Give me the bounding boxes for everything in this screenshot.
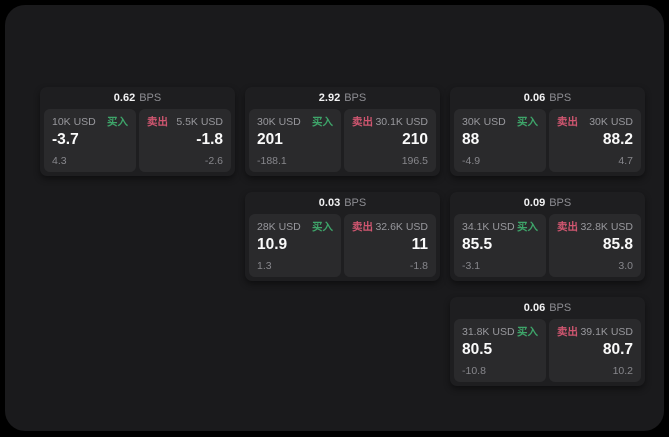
buy-notional: 28K USD [257, 221, 301, 233]
sell-delta: 10.2 [612, 365, 633, 377]
buy-delta: -188.1 [257, 155, 287, 167]
bps-value: 0.62 [113, 92, 136, 104]
bps-value: 2.92 [318, 92, 341, 104]
app-panel: 0.62 BPS 10K USD 买入 -3.7 4.3 卖出 5.5K USD… [5, 5, 664, 431]
sell-notional: 32.8K USD [580, 221, 633, 233]
sell-price: 210 [402, 131, 428, 148]
bps-value: 0.09 [523, 197, 546, 209]
buy-quote-tile[interactable]: 10K USD 买入 -3.7 4.3 [44, 109, 136, 172]
quote-card: 0.09 BPS 34.1K USD 买入 85.5 -3.1 卖出 32.8K… [450, 192, 645, 281]
buy-delta: -3.1 [462, 260, 481, 272]
sell-notional: 5.5K USD [176, 116, 223, 128]
buy-label: 买入 [312, 116, 333, 128]
sell-quote-tile[interactable]: 卖出 5.5K USD -1.8 -2.6 [139, 109, 231, 172]
buy-quote-tile[interactable]: 28K USD 买入 10.9 1.3 [249, 214, 341, 277]
buy-delta: 4.3 [52, 155, 67, 167]
buy-label: 买入 [517, 221, 538, 233]
bps-unit: BPS [344, 92, 367, 104]
quote-card: 0.62 BPS 10K USD 买入 -3.7 4.3 卖出 5.5K USD… [40, 87, 235, 176]
buy-delta: -10.8 [462, 365, 486, 377]
sell-notional: 39.1K USD [580, 326, 633, 338]
sell-quote-tile[interactable]: 卖出 39.1K USD 80.7 10.2 [549, 319, 641, 382]
sell-price: 11 [411, 236, 428, 253]
bps-unit: BPS [344, 197, 367, 209]
bps-header: 0.62 BPS [44, 87, 231, 109]
sell-notional: 30.1K USD [375, 116, 428, 128]
sell-label: 卖出 [557, 116, 578, 128]
sell-quote-tile[interactable]: 卖出 30.1K USD 210 196.5 [344, 109, 436, 172]
sell-notional: 30K USD [589, 116, 633, 128]
buy-label: 买入 [107, 116, 128, 128]
buy-price: 85.5 [462, 236, 493, 253]
buy-quote-tile[interactable]: 34.1K USD 买入 85.5 -3.1 [454, 214, 546, 277]
bps-unit: BPS [549, 197, 572, 209]
quote-card: 2.92 BPS 30K USD 买入 201 -188.1 卖出 30.1K … [245, 87, 440, 176]
sell-label: 卖出 [352, 221, 373, 233]
buy-delta: -4.9 [462, 155, 481, 167]
quote-card: 0.03 BPS 28K USD 买入 10.9 1.3 卖出 32.6K US… [245, 192, 440, 281]
sell-notional: 32.6K USD [375, 221, 428, 233]
sell-label: 卖出 [352, 116, 373, 128]
bps-header: 0.03 BPS [249, 192, 436, 214]
bps-value: 0.06 [523, 92, 546, 104]
sell-price: 80.7 [602, 341, 633, 358]
buy-price: 88 [462, 131, 480, 148]
buy-quote-tile[interactable]: 31.8K USD 买入 80.5 -10.8 [454, 319, 546, 382]
buy-label: 买入 [517, 116, 538, 128]
buy-notional: 30K USD [462, 116, 506, 128]
sell-price: 85.8 [602, 236, 633, 253]
buy-quote-tile[interactable]: 30K USD 买入 88 -4.9 [454, 109, 546, 172]
buy-notional: 31.8K USD [462, 326, 515, 338]
buy-notional: 10K USD [52, 116, 96, 128]
sell-label: 卖出 [557, 221, 578, 233]
quote-card: 0.06 BPS 30K USD 买入 88 -4.9 卖出 30K USD 8… [450, 87, 645, 176]
sell-delta: 3.0 [618, 260, 633, 272]
buy-price: 80.5 [462, 341, 493, 358]
buy-notional: 30K USD [257, 116, 301, 128]
sell-quote-tile[interactable]: 卖出 30K USD 88.2 4.7 [549, 109, 641, 172]
bps-header: 0.06 BPS [454, 297, 641, 319]
bps-header: 0.09 BPS [454, 192, 641, 214]
bps-unit: BPS [139, 92, 162, 104]
sell-delta: -2.6 [204, 155, 223, 167]
sell-delta: 4.7 [618, 155, 633, 167]
buy-notional: 34.1K USD [462, 221, 515, 233]
sell-delta: 196.5 [401, 155, 428, 167]
sell-price: 88.2 [602, 131, 633, 148]
bps-value: 0.03 [318, 197, 341, 209]
sell-delta: -1.8 [409, 260, 428, 272]
bps-unit: BPS [549, 92, 572, 104]
buy-quote-tile[interactable]: 30K USD 买入 201 -188.1 [249, 109, 341, 172]
buy-delta: 1.3 [257, 260, 272, 272]
buy-label: 买入 [517, 326, 538, 338]
quote-card: 0.06 BPS 31.8K USD 买入 80.5 -10.8 卖出 39.1… [450, 297, 645, 386]
sell-price: -1.8 [196, 131, 223, 148]
bps-value: 0.06 [523, 302, 546, 314]
bps-header: 0.06 BPS [454, 87, 641, 109]
buy-price: 10.9 [257, 236, 288, 253]
bps-header: 2.92 BPS [249, 87, 436, 109]
buy-price: 201 [257, 131, 283, 148]
sell-label: 卖出 [147, 116, 168, 128]
sell-quote-tile[interactable]: 卖出 32.6K USD 11 -1.8 [344, 214, 436, 277]
buy-price: -3.7 [52, 131, 79, 148]
sell-quote-tile[interactable]: 卖出 32.8K USD 85.8 3.0 [549, 214, 641, 277]
sell-label: 卖出 [557, 326, 578, 338]
buy-label: 买入 [312, 221, 333, 233]
bps-unit: BPS [549, 302, 572, 314]
